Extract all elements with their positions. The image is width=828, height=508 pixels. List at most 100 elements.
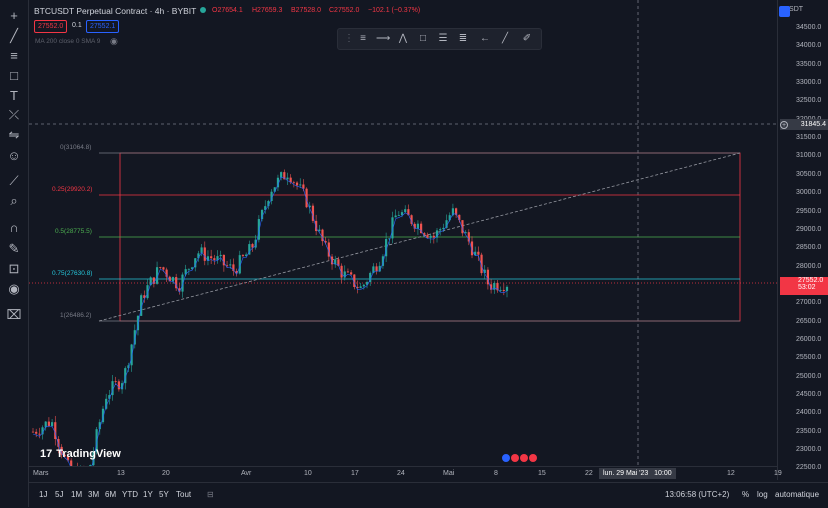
clock[interactable]: 13:06:58 (UTC+2) xyxy=(665,490,730,499)
candle-body xyxy=(315,220,318,232)
market-status-icon xyxy=(200,7,206,13)
drag-handle-icon[interactable]: ⋮ xyxy=(344,33,354,44)
event-marker-icon[interactable] xyxy=(511,454,519,462)
range-1m[interactable]: 1M xyxy=(71,490,83,499)
candle-body xyxy=(375,266,378,272)
candle-body xyxy=(420,223,423,234)
screenshot-icon[interactable] xyxy=(779,6,790,17)
time-axis[interactable]: Mars 13 20 Avr 10 17 24 Mai 8 15 22 12 1… xyxy=(29,466,782,481)
auto-toggle[interactable]: automatique xyxy=(775,490,820,499)
candles-group xyxy=(31,169,509,480)
pattern-icon[interactable]: □ xyxy=(10,67,18,83)
candle-body xyxy=(299,184,302,186)
candle-body xyxy=(50,422,54,427)
range-1y[interactable]: 1Y xyxy=(143,490,153,499)
trash-icon[interactable]: ⌧ xyxy=(6,307,22,322)
horizontal-line-icon[interactable]: ⟶ xyxy=(376,33,391,44)
price-axis[interactable]: USDT 34500.0 34000.0 33500.0 33000.0 32500.0… xyxy=(777,0,828,480)
candle-body xyxy=(365,282,369,285)
price-tick: 31500.0 xyxy=(796,134,822,142)
candle-body xyxy=(435,230,439,238)
pattern-icon[interactable]: ⋀ xyxy=(398,33,408,44)
fib-tool-icon[interactable]: ≡ xyxy=(360,33,366,44)
rectangle-icon[interactable]: □ xyxy=(419,33,427,44)
trend-line xyxy=(98,152,741,322)
candle-body xyxy=(458,214,461,221)
fib-fan-icon[interactable]: ≣ xyxy=(458,33,468,44)
candle-body xyxy=(327,242,330,257)
trendline-icon[interactable]: ╱ xyxy=(501,33,509,44)
log-toggle[interactable]: log xyxy=(757,490,768,499)
candle-body xyxy=(206,256,210,261)
brush-icon[interactable]: ⤫ xyxy=(8,107,20,122)
candle-body xyxy=(229,264,232,266)
candle-body xyxy=(343,271,346,278)
measure-icon[interactable]: ⇋ xyxy=(8,127,20,142)
candle-body xyxy=(63,454,66,457)
candle-body xyxy=(127,365,130,369)
candle-body xyxy=(426,234,429,238)
candle-body xyxy=(200,247,203,254)
event-marker-icon[interactable] xyxy=(502,454,510,462)
candle-body xyxy=(245,254,248,257)
text-icon[interactable]: T xyxy=(10,87,18,103)
zoom-icon[interactable]: ⌕ xyxy=(10,193,18,208)
crosshair-icon[interactable]: + xyxy=(10,7,18,23)
range-all[interactable]: Tout xyxy=(176,490,192,499)
price-tick: 30500.0 xyxy=(796,170,822,178)
event-marker-icon[interactable] xyxy=(520,454,528,462)
chart-canvas[interactable] xyxy=(29,0,777,480)
price-tick: 34500.0 xyxy=(796,24,822,31)
candle-body xyxy=(248,244,251,255)
tv-logo-icon: 17 xyxy=(40,448,53,460)
range-1d[interactable]: 1J xyxy=(39,490,48,499)
buy-price-box[interactable]: 27552.1 xyxy=(86,20,120,33)
low-value: B27528.0 xyxy=(291,7,321,14)
candle-body xyxy=(149,277,152,286)
ray-icon[interactable]: ← xyxy=(480,33,490,44)
candle-body xyxy=(305,188,308,208)
candle-body xyxy=(225,265,229,267)
add-alert-icon[interactable]: + xyxy=(780,121,788,129)
price-tick: 23500.0 xyxy=(796,427,822,435)
fib-tool-icon[interactable]: ≡ xyxy=(10,47,18,63)
candle-body xyxy=(254,239,257,248)
candle-body xyxy=(283,172,286,180)
range-3m[interactable]: 3M xyxy=(88,490,100,499)
currency-selector[interactable]: USDT xyxy=(784,6,804,13)
ruler-icon[interactable]: ⟋ xyxy=(9,173,19,188)
magnet-icon[interactable]: ∩ xyxy=(9,219,19,235)
symbol-legend[interactable]: BTCUSDT Perpetual Contract · 4h · BYBIT xyxy=(34,6,197,16)
eye-hide-icon[interactable]: ◉ xyxy=(110,36,118,46)
indicator-legend[interactable]: MA 200 close 0 SMA 9 xyxy=(35,38,101,45)
candle-body xyxy=(467,232,470,242)
tradingview-logo[interactable]: 17 TradingView xyxy=(40,448,121,460)
candle-body xyxy=(162,267,165,270)
range-5d[interactable]: 5J xyxy=(55,490,64,499)
candle-body xyxy=(222,254,225,266)
fib-channel-icon[interactable]: ☰ xyxy=(438,33,448,44)
fib-label-0: 0(31064.8) xyxy=(60,144,92,151)
sell-price-box[interactable]: 27552.0 xyxy=(34,20,68,33)
trendline-icon[interactable]: ╱ xyxy=(10,28,18,43)
range-ytd[interactable]: YTD xyxy=(122,490,138,499)
candle-body xyxy=(190,267,194,269)
candle-body xyxy=(423,233,426,235)
lock-icon[interactable]: ⊡ xyxy=(8,261,20,276)
candle-body xyxy=(455,208,458,215)
brush-icon[interactable]: ✐ xyxy=(522,33,532,44)
stay-drawing-icon[interactable]: ✎ xyxy=(8,241,20,256)
range-5y[interactable]: 5Y xyxy=(159,490,169,499)
emoji-icon[interactable]: ☺ xyxy=(7,147,21,163)
date-range-icon[interactable]: ⊟ xyxy=(207,490,214,499)
percent-toggle[interactable]: % xyxy=(742,490,750,499)
candle-body xyxy=(187,268,190,270)
range-6m[interactable]: 6M xyxy=(105,490,117,499)
time-tick: 24 xyxy=(397,470,405,477)
candle-body xyxy=(489,284,493,290)
eye-icon[interactable]: ◉ xyxy=(8,281,20,296)
event-marker-icon[interactable] xyxy=(529,454,537,462)
candle-body xyxy=(260,210,264,220)
candle-body xyxy=(60,446,63,455)
event-markers[interactable] xyxy=(502,454,537,462)
